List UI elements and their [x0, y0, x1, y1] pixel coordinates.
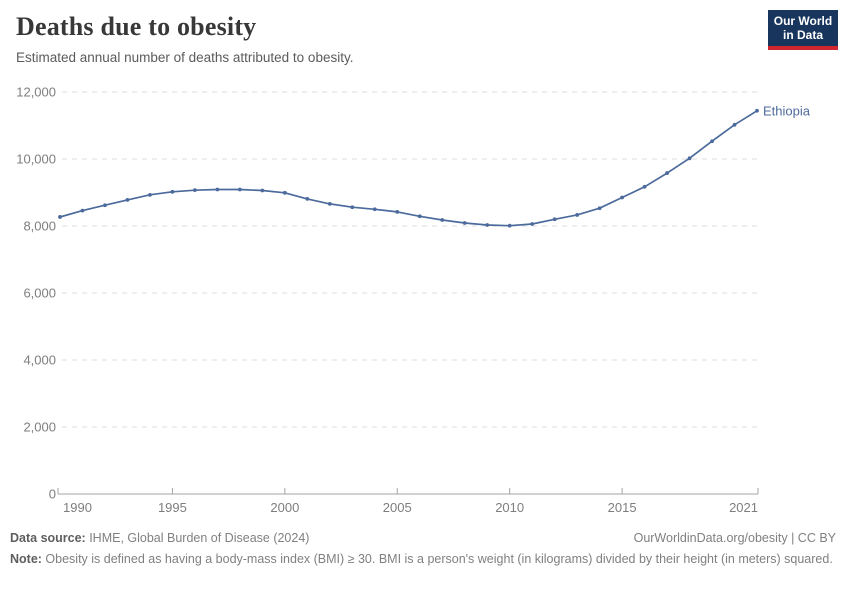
- data-point[interactable]: [372, 207, 377, 212]
- owid-logo[interactable]: Our World in Data: [768, 10, 838, 50]
- y-tick-label: 6,000: [23, 286, 56, 301]
- series-end-label[interactable]: Ethiopia: [763, 103, 811, 118]
- data-point[interactable]: [440, 218, 445, 222]
- data-point[interactable]: [417, 214, 422, 219]
- owid-cc-link[interactable]: OurWorldinData.org/obesity | CC BY: [633, 531, 836, 545]
- page-title: Deaths due to obesity: [16, 12, 257, 41]
- x-tick-label: 2005: [383, 500, 412, 515]
- data-point[interactable]: [395, 210, 400, 214]
- x-tick-label: 2010: [495, 500, 524, 515]
- data-point[interactable]: [282, 190, 287, 195]
- data-point[interactable]: [125, 197, 130, 202]
- data-point[interactable]: [485, 223, 490, 227]
- data-point[interactable]: [642, 184, 647, 189]
- x-tick-label: 1995: [158, 500, 187, 515]
- x-tick-label: 2000: [270, 500, 299, 515]
- data-point[interactable]: [170, 189, 175, 194]
- y-tick-label: 2,000: [23, 420, 56, 435]
- x-tick-label: 2021: [729, 500, 758, 515]
- data-point[interactable]: [260, 188, 265, 193]
- data-source-value: IHME, Global Burden of Disease (2024): [85, 531, 310, 545]
- note-value: Obesity is defined as having a body-mass…: [41, 551, 833, 566]
- data-point[interactable]: [237, 187, 242, 192]
- data-source-label: Data source:: [10, 531, 86, 545]
- data-point[interactable]: [710, 139, 714, 144]
- data-point[interactable]: [620, 195, 624, 200]
- data-point[interactable]: [193, 188, 197, 193]
- data-point[interactable]: [665, 171, 669, 175]
- owid-logo-line2: in Data: [782, 28, 823, 42]
- data-point[interactable]: [350, 205, 355, 210]
- y-tick-label: 12,000: [16, 85, 56, 100]
- data-point[interactable]: [575, 213, 580, 217]
- data-point[interactable]: [687, 156, 692, 161]
- data-point[interactable]: [215, 187, 220, 192]
- data-point[interactable]: [507, 223, 512, 228]
- chart-note: Note: Obesity is defined as having a bod…: [10, 552, 833, 566]
- data-point[interactable]: [103, 203, 107, 208]
- data-source: Data source: IHME, Global Burden of Dise…: [10, 531, 309, 547]
- y-tick-label: 8,000: [23, 219, 56, 234]
- data-point[interactable]: [58, 215, 62, 219]
- data-point[interactable]: [755, 108, 759, 113]
- line-chart: 0 2,000 4,000 6,000 8,000 10,000 12,000 1990 199…: [0, 80, 850, 525]
- data-point[interactable]: [552, 217, 557, 222]
- chart-subtitle: Estimated annual number of deaths attrib…: [16, 50, 354, 65]
- data-point[interactable]: [530, 222, 535, 226]
- data-point[interactable]: [462, 221, 467, 225]
- data-point[interactable]: [148, 192, 152, 197]
- y-tick-label: 4,000: [23, 353, 56, 368]
- chart-footer: Data source: IHME, Global Burden of Dise…: [10, 531, 836, 572]
- chart-header: Deaths due to obesity Estimated annual n…: [16, 10, 838, 65]
- y-tick-label: 10,000: [16, 152, 56, 167]
- note-label: Note:: [10, 551, 42, 566]
- owid-logo-line1: Our World: [773, 14, 833, 28]
- data-point[interactable]: [327, 201, 332, 206]
- x-tick-label: 1990: [63, 500, 92, 515]
- data-point[interactable]: [597, 206, 602, 211]
- x-tick-label: 2015: [608, 500, 637, 515]
- data-point[interactable]: [305, 196, 310, 201]
- series-line[interactable]: [59, 110, 758, 227]
- data-point[interactable]: [732, 122, 737, 127]
- y-tick-label: 0: [49, 487, 56, 502]
- data-point[interactable]: [80, 208, 85, 213]
- chart-svg: 0 2,000 4,000 6,000 8,000 10,000 12,000 1990 199…: [16, 85, 811, 516]
